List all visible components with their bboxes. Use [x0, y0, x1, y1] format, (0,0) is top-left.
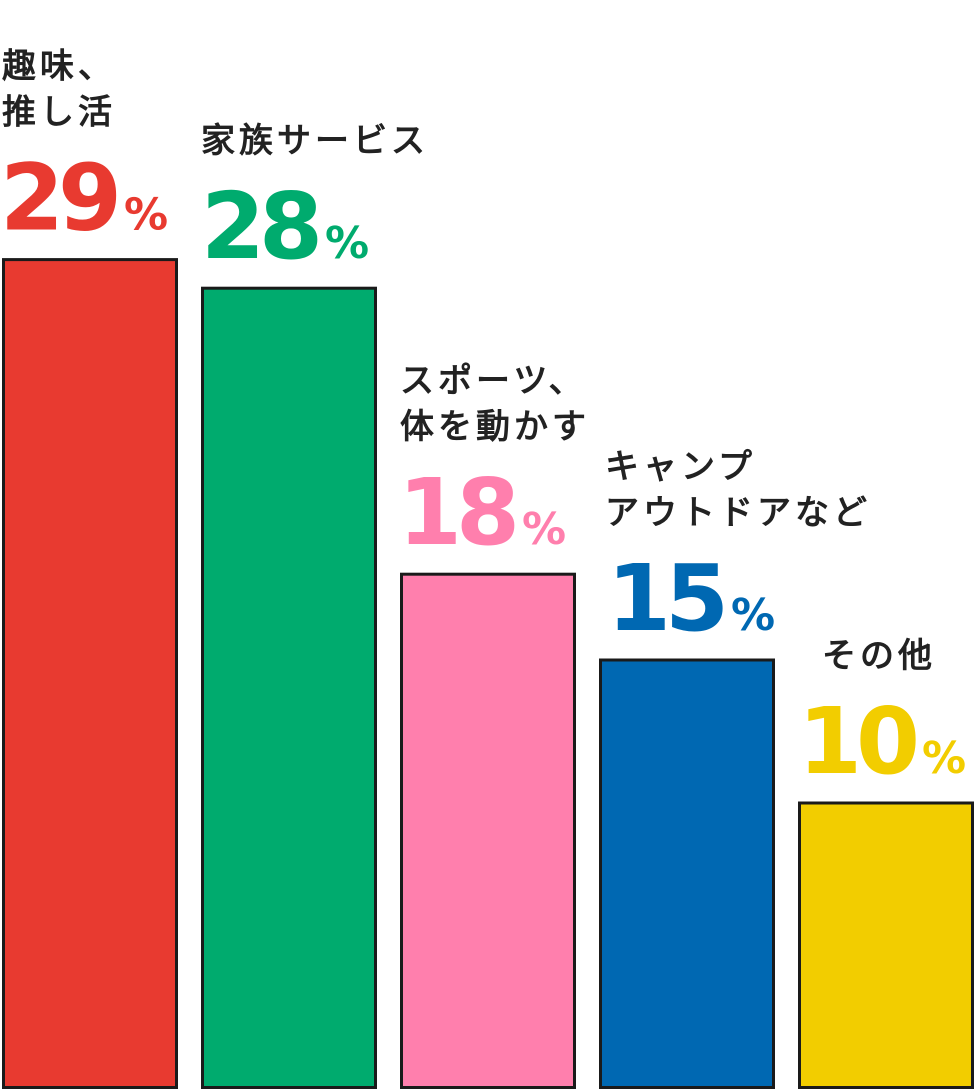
value-label-3: 18% — [398, 459, 566, 566]
value-label-1: 29% — [0, 145, 168, 252]
value-unit: % — [731, 590, 775, 641]
category-label-3-line-1: スポーツ、 — [400, 361, 587, 401]
value-label-5: 10% — [798, 688, 966, 795]
bar-3 — [400, 572, 576, 1089]
bar-2 — [201, 286, 377, 1089]
value-unit: % — [124, 190, 168, 241]
value-number: 18 — [398, 459, 515, 566]
value-number: 15 — [607, 545, 723, 652]
bar-4 — [599, 658, 775, 1089]
category-label-5-line-1: その他 — [822, 636, 936, 676]
category-label-1-line-2: 推し活 — [2, 93, 116, 133]
value-unit: % — [922, 733, 966, 784]
category-label-4-line-1: キャンプ — [605, 447, 756, 487]
value-unit: % — [325, 218, 369, 269]
category-label-2-line-1: 家族サービス — [201, 121, 429, 161]
value-label-2: 28% — [201, 173, 369, 280]
bar-1 — [2, 258, 178, 1090]
value-number: 29 — [0, 145, 117, 252]
value-number: 28 — [201, 173, 318, 280]
value-number: 10 — [798, 688, 916, 795]
value-label-4: 15% — [607, 545, 775, 652]
value-unit: % — [522, 504, 566, 555]
category-label-4-line-2: アウトドアなど — [605, 493, 871, 533]
category-label-3-line-2: 体を動かす — [400, 407, 590, 447]
bar-5 — [798, 801, 974, 1089]
category-label-1-line-1: 趣味、 — [2, 47, 116, 87]
